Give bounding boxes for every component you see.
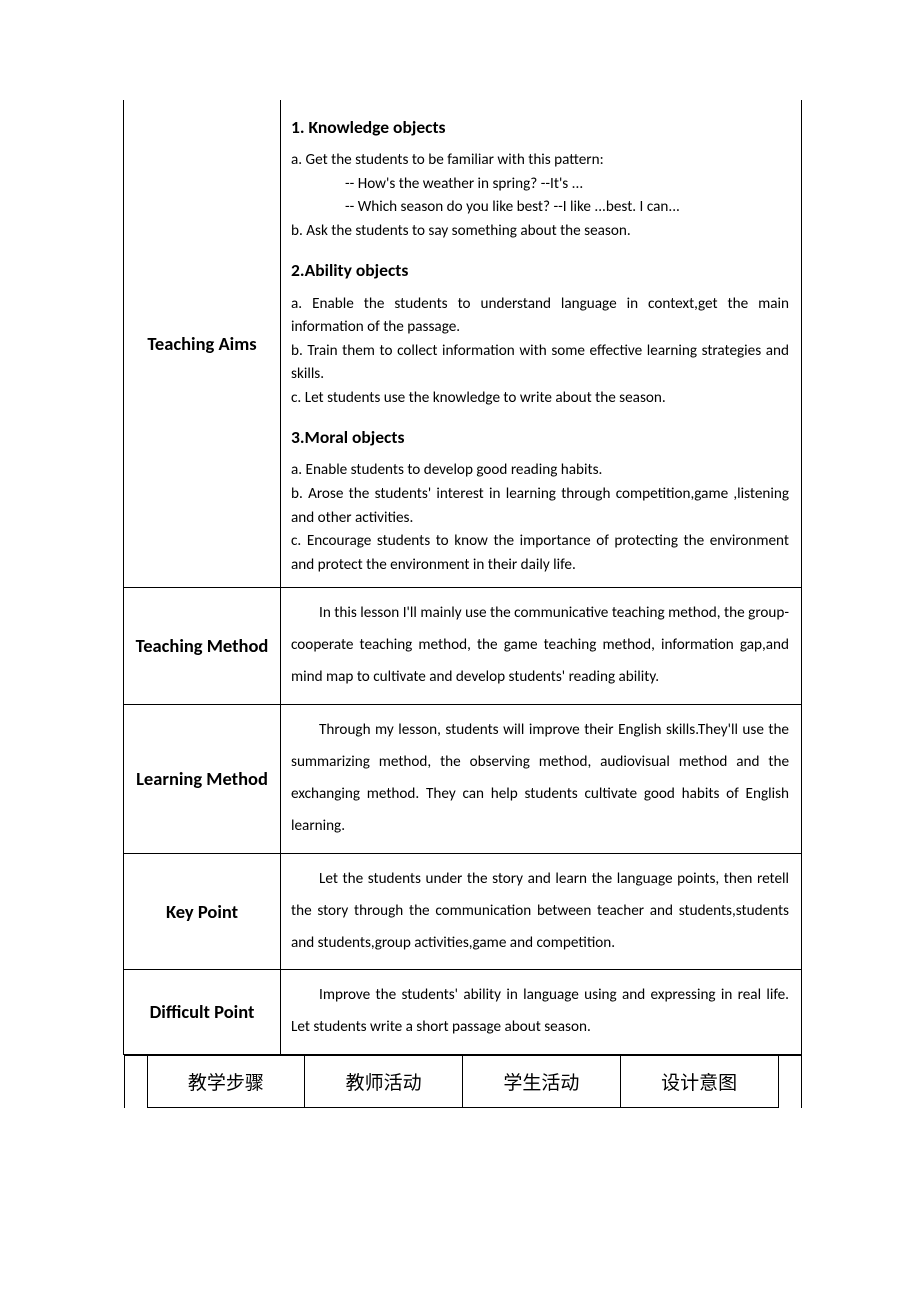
zh-col-2: 教师活动 [305, 1056, 463, 1108]
label-teaching-method: Teaching Method [124, 588, 281, 705]
aims-2a: a. Enable the students to understand lan… [291, 293, 789, 340]
row-difficult-point: Difficult Point Improve the students' ab… [124, 970, 802, 1055]
row-key-point: Key Point Let the students under the sto… [124, 853, 802, 970]
heading-ability-objects: 2.Ability objects [291, 257, 789, 284]
zh-col-3: 学生活动 [463, 1056, 621, 1108]
row-teaching-method: Teaching Method In this lesson I'll main… [124, 588, 802, 705]
row-teaching-aims: Teaching Aims 1. Knowledge objects a. Ge… [124, 100, 802, 588]
learning-method-text: Through my lesson, students will improve… [291, 715, 789, 843]
zh-gutter-left [124, 1056, 147, 1108]
content-learning-method: Through my lesson, students will improve… [281, 705, 802, 854]
aims-3a: a. Enable students to develop good readi… [291, 459, 789, 483]
zh-inner-table: 教学步骤 教师活动 学生活动 设计意图 [124, 1055, 802, 1108]
aims-2b: b. Train them to collect information wit… [291, 340, 789, 387]
label-key-point: Key Point [124, 853, 281, 970]
lesson-plan-table: Teaching Aims 1. Knowledge objects a. Ge… [123, 100, 802, 1108]
content-teaching-method: In this lesson I'll mainly use the commu… [281, 588, 802, 705]
aims-1b: b. Ask the students to say something abo… [291, 220, 789, 244]
label-teaching-aims: Teaching Aims [124, 100, 281, 588]
row-learning-method: Learning Method Through my lesson, stude… [124, 705, 802, 854]
aims-3b: b. Arose the students' interest in learn… [291, 483, 789, 530]
content-key-point: Let the students under the story and lea… [281, 853, 802, 970]
content-difficult-point: Improve the students' ability in languag… [281, 970, 802, 1055]
difficult-point-text: Improve the students' ability in languag… [291, 980, 789, 1044]
row-zh-headers: 教学步骤 教师活动 学生活动 设计意图 [124, 1055, 802, 1109]
content-teaching-aims: 1. Knowledge objects a. Get the students… [281, 100, 802, 588]
teaching-method-text: In this lesson I'll mainly use the commu… [291, 598, 789, 694]
zh-col-4: 设计意图 [620, 1056, 778, 1108]
key-point-text: Let the students under the story and lea… [291, 864, 789, 960]
label-difficult-point: Difficult Point [124, 970, 281, 1055]
aims-1a: a. Get the students to be familiar with … [291, 149, 789, 173]
label-learning-method: Learning Method [124, 705, 281, 854]
aims-1a-line2: -- Which season do you like best? --I li… [291, 196, 789, 220]
heading-knowledge-objects: 1. Knowledge objects [291, 114, 789, 141]
zh-col-1: 教学步骤 [147, 1056, 305, 1108]
aims-3c: c. Encourage students to know the import… [291, 530, 789, 577]
zh-gutter-right [778, 1056, 801, 1108]
heading-moral-objects: 3.Moral objects [291, 424, 789, 451]
aims-2c: c. Let students use the knowledge to wri… [291, 387, 789, 411]
aims-1a-line1: -- How's the weather in spring? --It's .… [291, 173, 789, 197]
